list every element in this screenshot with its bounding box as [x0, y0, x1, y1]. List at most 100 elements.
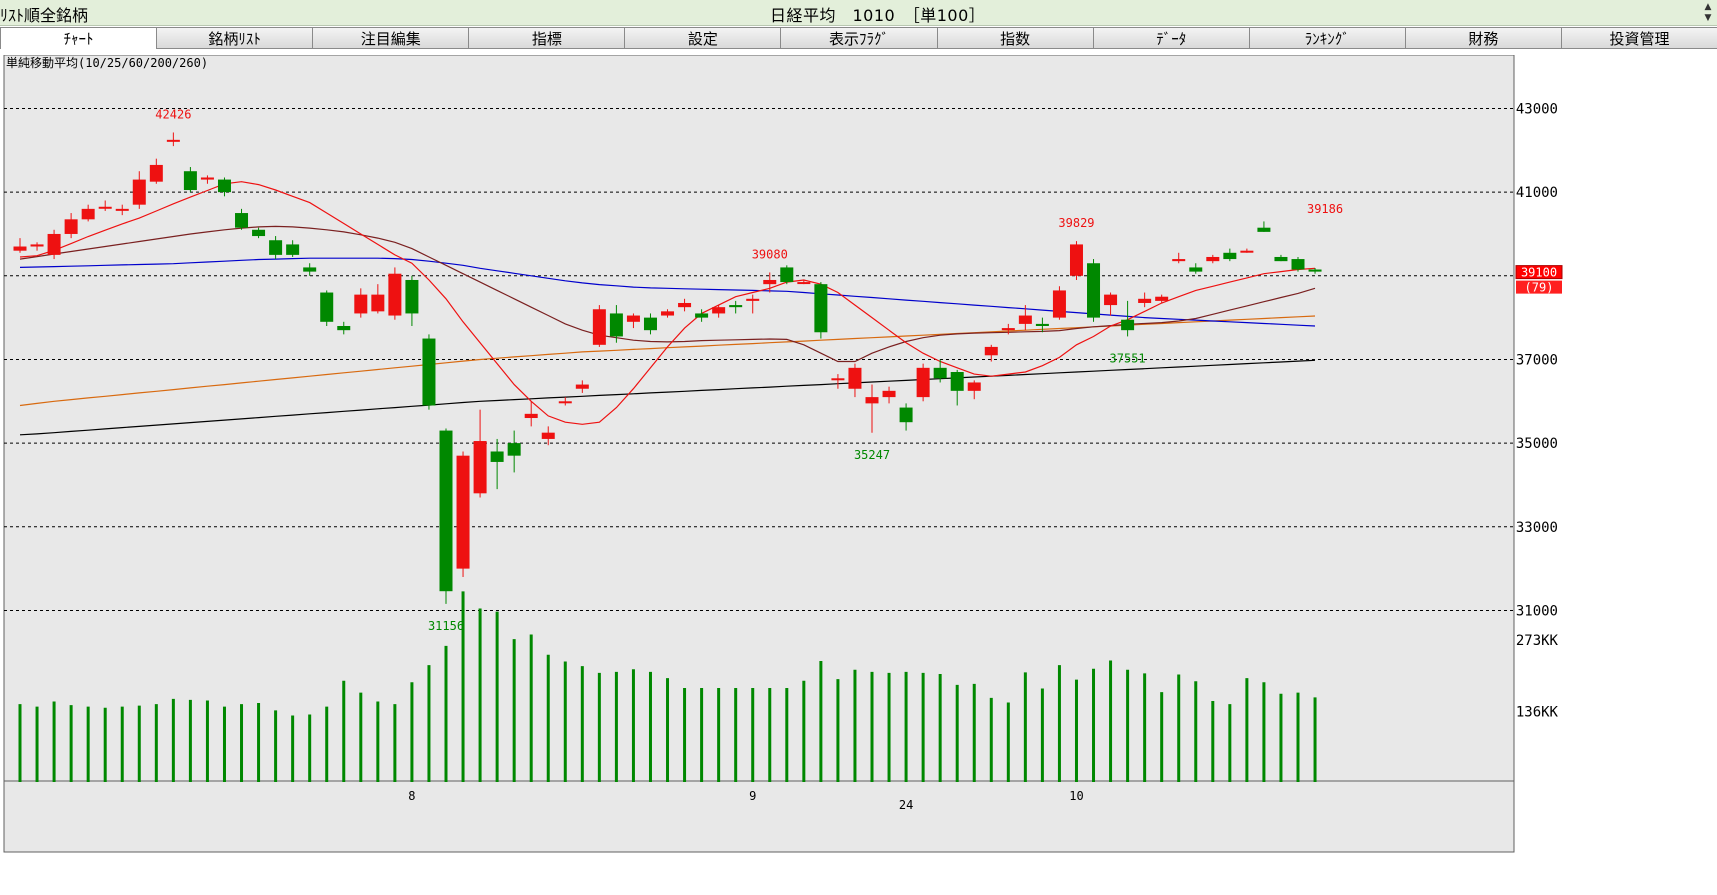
candle-body	[371, 294, 385, 312]
candle-body	[490, 451, 504, 462]
tab-6[interactable]: 指数	[936, 27, 1093, 49]
tab-10[interactable]: 投資管理	[1560, 27, 1717, 49]
candle-body	[252, 229, 266, 237]
candlestick-chart: 単純移動平均(10/25/60/200/260) 31000 33000 35000 3…	[2, 55, 1659, 855]
y-tick-label: 37000	[1516, 352, 1558, 368]
candle-body	[1138, 298, 1152, 303]
candle-body	[746, 298, 760, 301]
candle-body	[217, 179, 231, 193]
candle-body	[507, 443, 521, 456]
candle-body	[47, 233, 61, 255]
candle-body	[541, 432, 555, 439]
candle-body	[269, 240, 283, 255]
chart-panel: 単純移動平均(10/25/60/200/260) 31000 33000 35000 3…	[2, 55, 1659, 855]
tab-0[interactable]: ﾁｬｰﾄ	[0, 27, 157, 49]
tab-2[interactable]: 注目編集	[312, 27, 469, 49]
candle-body	[388, 273, 402, 316]
tab-1[interactable]: 銘柄ﾘｽﾄ	[156, 27, 313, 49]
candle-body	[592, 309, 606, 345]
candle-body	[797, 282, 811, 285]
list-title: ﾘｽﾄ順全銘柄	[0, 6, 89, 25]
last-price-box	[1515, 265, 1563, 280]
high-annotation: 39829	[1058, 216, 1094, 230]
candle-body	[13, 246, 27, 251]
low-annotation: 35247	[854, 448, 890, 462]
candle-body	[303, 267, 317, 272]
candle-body	[115, 208, 129, 211]
tab-3[interactable]: 指標	[468, 27, 625, 49]
candle-body	[780, 267, 794, 283]
candle-body	[64, 219, 78, 234]
ma25-line	[19, 225, 1316, 363]
stock-title: 日経平均 1010 ［単100］	[770, 6, 986, 25]
candle-body	[524, 413, 538, 419]
candle-body	[1291, 259, 1305, 270]
indicator-label: 単純移動平均(10/25/60/200/260)	[6, 56, 208, 70]
candle-body	[235, 213, 249, 228]
candle-body	[575, 384, 589, 389]
candle-body	[439, 430, 453, 592]
y-tick-label: 41000	[1516, 185, 1558, 201]
candle-body	[98, 206, 112, 209]
candle-body	[1087, 263, 1101, 318]
triangle-up-icon[interactable]: ▲	[1704, 2, 1712, 12]
candle-body	[695, 313, 709, 318]
candle-body	[30, 244, 44, 247]
candle-body	[1240, 250, 1254, 253]
x-tick-label: 9	[749, 789, 756, 803]
tab-5[interactable]: 表示ﾌﾗｸﾞ	[780, 27, 937, 49]
candle-body	[1018, 315, 1032, 324]
candle-body	[712, 307, 726, 314]
x-tick-label: 24	[899, 798, 913, 812]
candle-body	[405, 279, 419, 314]
candle-body	[1308, 269, 1322, 272]
last-change-box	[1516, 280, 1562, 294]
candle-body	[149, 164, 163, 182]
candle-body	[200, 177, 214, 180]
tab-9[interactable]: 財務	[1404, 27, 1561, 49]
candle-body	[473, 441, 487, 494]
candle-body	[558, 401, 572, 404]
candle-body	[882, 390, 896, 398]
candle-body	[933, 367, 947, 379]
ma10-line	[19, 181, 1316, 425]
candle-body	[1052, 290, 1066, 318]
candle-body	[609, 313, 623, 337]
candle-body	[848, 367, 862, 389]
candle-body	[831, 378, 845, 381]
candle-body	[729, 305, 743, 308]
high-annotation: 42426	[155, 107, 191, 121]
tab-4[interactable]: 設定	[624, 27, 781, 49]
candle-body	[1257, 227, 1271, 232]
title-bar: ﾘｽﾄ順全銘柄 日経平均 1010 ［単100］ ▲ ▼	[0, 0, 1717, 26]
candle-body	[678, 302, 692, 308]
candle-body	[1172, 259, 1186, 262]
candle-body	[763, 279, 777, 285]
candle-body	[456, 455, 470, 569]
candle-body	[865, 397, 879, 404]
candle-body	[1189, 267, 1203, 272]
low-annotation: 37551	[1110, 351, 1146, 365]
candle-body	[1069, 244, 1083, 276]
tab-8[interactable]: ﾗﾝｷﾝｸﾞ	[1248, 27, 1405, 49]
x-tick-label: 8	[408, 789, 415, 803]
candle-body	[337, 325, 351, 331]
last-change-label: (79)	[1525, 281, 1554, 295]
triangle-down-icon[interactable]: ▼	[1704, 13, 1712, 23]
candle-body	[1104, 294, 1118, 306]
x-tick-label: 10	[1069, 789, 1083, 803]
ma260-line	[19, 359, 1316, 436]
candle-body	[814, 284, 828, 333]
candle-body	[1223, 252, 1237, 260]
candle-body	[183, 171, 197, 191]
y-tick-label: 33000	[1516, 520, 1558, 536]
candle-body	[1121, 319, 1135, 331]
tab-7[interactable]: ﾃﾞｰﾀ	[1092, 27, 1249, 49]
plot-background	[3, 55, 1515, 853]
candle-body	[1206, 256, 1220, 262]
last-price-label: 39100	[1521, 266, 1557, 280]
candle-body	[643, 317, 657, 331]
high-annotation: 39080	[752, 247, 788, 261]
candle-body	[132, 179, 146, 205]
y-tick-label: 31000	[1516, 603, 1558, 619]
